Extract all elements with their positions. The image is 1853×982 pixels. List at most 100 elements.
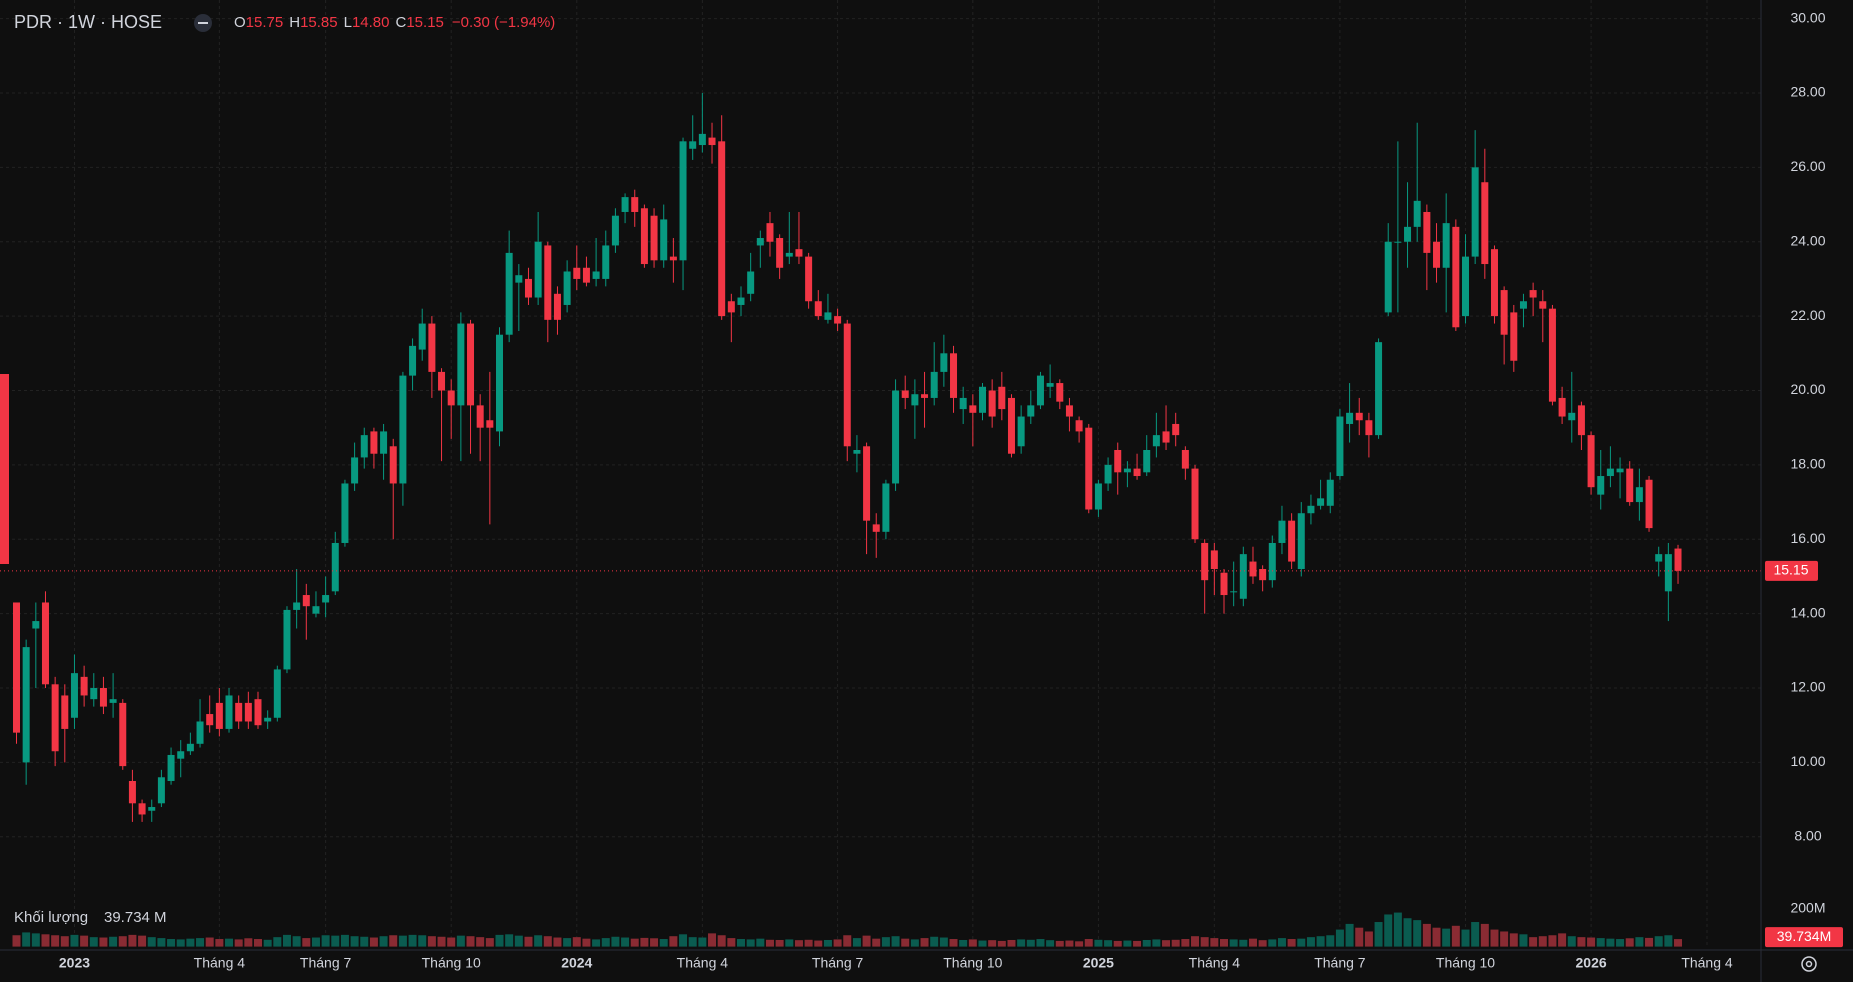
volume-bar	[717, 935, 726, 947]
volume-bar	[978, 940, 987, 947]
candle-body	[196, 721, 204, 744]
volume-bar	[930, 936, 939, 947]
volume-bar	[1065, 940, 1074, 947]
candle-body	[1288, 520, 1296, 562]
candle-body	[1123, 468, 1131, 473]
candle-body	[244, 702, 252, 722]
candle-body	[1259, 569, 1267, 581]
candle-body	[505, 252, 513, 335]
volume-bar	[543, 936, 552, 947]
candle-body	[708, 137, 716, 146]
candle-body	[1404, 226, 1412, 242]
volume-bar	[1635, 937, 1644, 947]
x-tick-label: Tháng 7	[812, 955, 864, 971]
candle-body	[138, 803, 146, 815]
y-tick-label: 8.00	[1794, 827, 1821, 843]
volume-bar	[843, 935, 852, 947]
y-tick-label: 12.00	[1790, 679, 1825, 695]
candle-body	[1510, 312, 1518, 361]
c-label: C	[396, 14, 407, 31]
volume-bar	[920, 938, 929, 947]
volume-bar	[1432, 927, 1441, 947]
side-marker	[0, 374, 9, 564]
candle-body	[157, 777, 165, 804]
candle-body	[853, 450, 861, 454]
volume-bar	[118, 936, 127, 947]
y-tick-label: 20.00	[1790, 381, 1825, 397]
volume-bar	[765, 939, 774, 947]
candle-body	[843, 323, 851, 447]
candle-body	[1336, 416, 1344, 477]
volume-bar	[51, 935, 60, 947]
volume-bar	[997, 940, 1006, 947]
volume-bar	[1055, 940, 1064, 947]
settings-button[interactable]	[1801, 956, 1817, 972]
volume-bar	[1277, 938, 1286, 947]
o-label: O	[234, 14, 246, 31]
x-tick-label: Tháng 10	[1436, 955, 1495, 971]
candle-body	[1181, 450, 1189, 469]
y-tick-label: 18.00	[1790, 456, 1825, 472]
volume-bar	[881, 937, 890, 947]
candle-body	[428, 323, 436, 372]
candle-body	[1094, 483, 1102, 510]
candle-body	[979, 386, 986, 413]
volume-bar	[1036, 939, 1045, 947]
volume-bar	[1567, 936, 1576, 947]
volume-bar	[234, 939, 243, 947]
volume-bar	[109, 936, 118, 947]
symbol[interactable]: PDR · 1W · HOSE	[14, 12, 162, 32]
candle-body	[544, 245, 552, 320]
volume-bar	[1374, 922, 1383, 947]
candle-body	[1152, 435, 1160, 447]
candle-body	[1046, 383, 1054, 387]
candle-body	[447, 390, 455, 406]
candle-body	[360, 435, 368, 458]
volume-bar	[1345, 923, 1354, 947]
volume-bar	[621, 937, 630, 947]
candle-body	[1104, 464, 1112, 484]
x-tick-label: Tháng 7	[300, 955, 352, 971]
volume-bar	[563, 938, 572, 947]
volume-bar	[814, 940, 823, 947]
volume-bar	[205, 937, 214, 947]
candle-body	[235, 702, 243, 722]
volume-bar	[408, 934, 417, 947]
volume-bar	[1645, 937, 1654, 947]
volume-bar	[823, 939, 832, 947]
h-label: H	[289, 14, 300, 31]
candle-body	[669, 256, 677, 261]
candle-body	[486, 420, 494, 428]
volume-bar	[138, 935, 147, 947]
volume-bar	[321, 935, 330, 947]
candle-body	[776, 238, 784, 268]
candle-body	[302, 595, 310, 607]
volume-bar	[1326, 935, 1335, 947]
candle-body	[1017, 416, 1025, 447]
volume-bar	[1577, 937, 1586, 947]
volume-bar	[1529, 937, 1538, 947]
volume-tick-label: 200M	[1790, 899, 1825, 915]
candle-body	[621, 197, 629, 212]
volume-bar	[1335, 929, 1344, 947]
volume-bar	[1355, 927, 1364, 947]
volume-value: 39.734 M	[104, 909, 167, 926]
x-tick-label: Tháng 7	[1314, 955, 1366, 971]
candle-body	[882, 483, 890, 532]
volume-bar	[1229, 939, 1238, 947]
candle-body	[1664, 554, 1672, 592]
candle-body	[1635, 487, 1643, 503]
l-label: L	[344, 14, 352, 31]
volume-bar	[398, 935, 407, 947]
candle-body	[1249, 561, 1257, 577]
candle-body	[90, 688, 98, 700]
candle-body	[1490, 249, 1498, 317]
y-tick-label: 14.00	[1790, 604, 1825, 620]
candle-body	[1481, 182, 1489, 265]
candle-body	[1375, 342, 1383, 436]
volume-bar	[862, 935, 871, 947]
volume-bar	[1596, 938, 1605, 947]
candle-body	[756, 238, 764, 246]
volume-bar	[244, 938, 253, 947]
volume-bar	[1654, 936, 1663, 947]
